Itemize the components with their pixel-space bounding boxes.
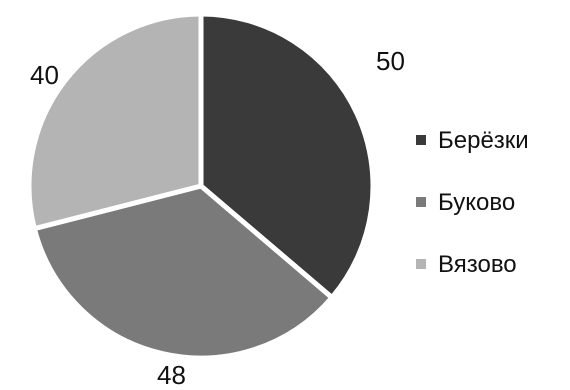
data-label-3: 40 bbox=[30, 60, 59, 90]
data-label-2: 48 bbox=[157, 360, 186, 390]
legend: Берёзки Буково Вязово bbox=[416, 127, 529, 278]
legend-swatch-2 bbox=[416, 197, 426, 207]
data-labels: 50 48 40 bbox=[30, 46, 405, 390]
pie-slice-2 bbox=[31, 183, 336, 361]
legend-label-2: Буково bbox=[438, 189, 515, 216]
pie-slice-3 bbox=[26, 11, 204, 232]
pie-slices bbox=[26, 11, 376, 361]
legend-label-3: Вязово bbox=[438, 251, 517, 278]
data-label-1: 50 bbox=[376, 46, 405, 76]
legend-swatch-1 bbox=[416, 135, 426, 145]
legend-label-1: Берёзки bbox=[438, 127, 529, 154]
legend-swatch-3 bbox=[416, 259, 426, 269]
pie-slice-1 bbox=[198, 11, 376, 302]
